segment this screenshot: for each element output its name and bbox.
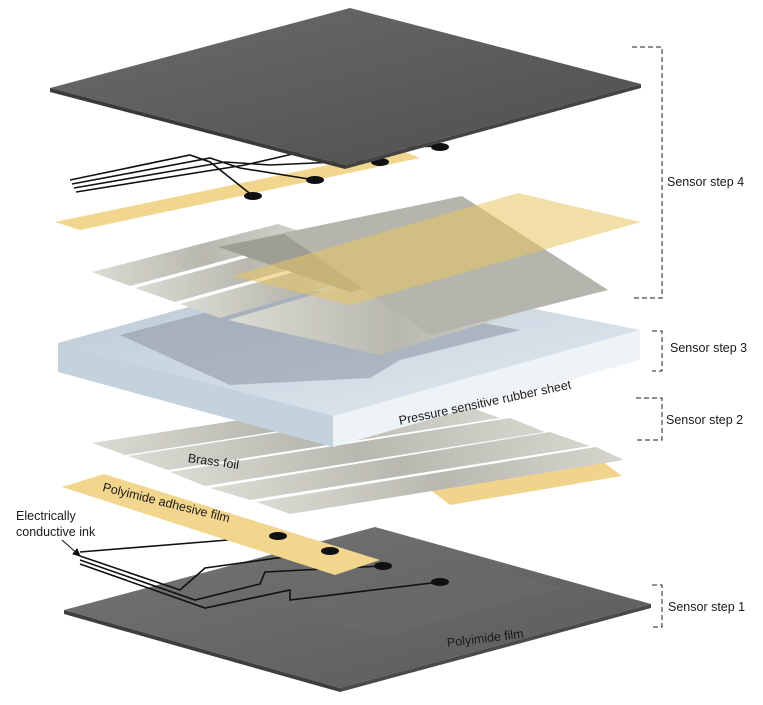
- step3-label: Sensor step 3: [670, 341, 748, 355]
- step2-label: Sensor step 2: [666, 413, 744, 427]
- step-brackets: [632, 46, 663, 628]
- ink-label-line1: Electrically: [16, 509, 76, 523]
- ink-label-line2: conductive ink: [16, 525, 96, 539]
- upper-adhesive-film: [55, 150, 420, 230]
- top-polyimide-film: [50, 8, 641, 169]
- bottom-polyimide-film: [64, 527, 651, 692]
- step1-label: Sensor step 1: [668, 600, 746, 614]
- polyimide-adhesive-film: [62, 474, 380, 575]
- step4-label: Sensor step 4: [667, 175, 745, 189]
- upper-brass-foil: [92, 193, 641, 355]
- bottom-contact-pads: [269, 532, 449, 586]
- ink-callout-arrow: [61, 539, 81, 557]
